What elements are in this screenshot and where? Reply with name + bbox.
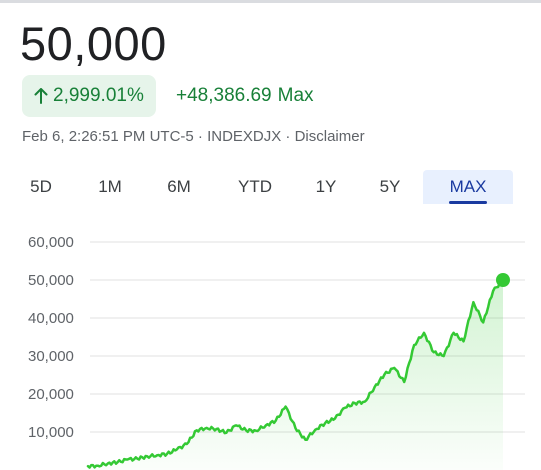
- y-tick-label: 20,000: [28, 386, 74, 403]
- tab-ytd[interactable]: YTD: [228, 170, 282, 204]
- price-chart: 60,000 50,000 40,000 30,000 20,000 10,000: [0, 220, 541, 470]
- absolute-change: +48,386.69 Max: [176, 75, 314, 117]
- tab-5y[interactable]: 5Y: [368, 170, 412, 204]
- tab-label: YTD: [238, 177, 272, 196]
- y-tick-label: 50,000: [28, 272, 74, 289]
- y-tick-label: 60,000: [28, 234, 74, 251]
- y-tick-label: 40,000: [28, 310, 74, 327]
- tab-label: 5Y: [379, 177, 401, 196]
- tab-label: 6M: [167, 177, 191, 196]
- price-chart-svg: 60,000 50,000 40,000 30,000 20,000 10,000: [28, 234, 525, 470]
- tab-label: 5D: [30, 177, 52, 196]
- tab-max[interactable]: MAX: [423, 170, 513, 204]
- tab-label: 1Y: [315, 177, 337, 196]
- tab-label: 1M: [98, 177, 122, 196]
- arrow-up-icon: [34, 88, 48, 104]
- absolute-change-value: +48,386.69: [176, 85, 272, 106]
- chart-area-fill: [88, 280, 503, 470]
- percent-change-value: 2,999.01%: [53, 85, 144, 106]
- top-divider: [0, 0, 541, 3]
- tab-6m[interactable]: 6M: [154, 170, 204, 204]
- tab-5d[interactable]: 5D: [18, 170, 64, 204]
- y-tick-label: 30,000: [28, 348, 74, 365]
- current-value-dot: [496, 273, 510, 287]
- tab-1y[interactable]: 1Y: [304, 170, 348, 204]
- tab-1m[interactable]: 1M: [86, 170, 134, 204]
- tab-label: MAX: [449, 177, 487, 196]
- range-tabs: 5D 1M 6M YTD 1Y 5Y MAX: [0, 170, 541, 204]
- percent-change-badge: 2,999.01%: [22, 75, 156, 117]
- quote-meta-line: Feb 6, 2:26:51 PM UTC-5 · INDEXDJX · Dis…: [22, 128, 365, 145]
- active-tab-indicator: [449, 201, 487, 204]
- current-price: 50,000: [20, 17, 167, 70]
- y-tick-label: 10,000: [28, 424, 74, 441]
- change-period-label: Max: [277, 85, 314, 106]
